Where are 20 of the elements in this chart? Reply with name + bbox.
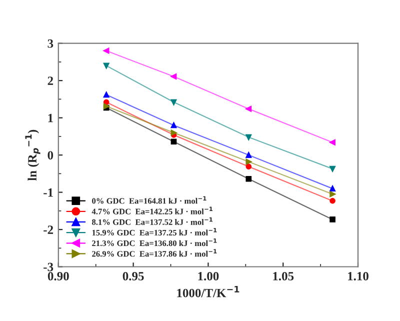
y-tick-label: 3 bbox=[48, 39, 54, 48]
legend-label: 21.3% GDC Ea=136.80 kJ · mol$^{−1}$ bbox=[92, 238, 217, 246]
x-tick-label: 0.90 bbox=[48, 272, 69, 280]
legend-label: 4.7% GDC Ea=142.25 kJ · mol$^{−1}$ bbox=[92, 206, 213, 214]
y-tick-label: -3 bbox=[44, 262, 54, 272]
x-tick-label: 1.10 bbox=[348, 272, 368, 280]
legend-label: 0% GDC Ea=164.81 kJ · mol$^{−1}$ bbox=[92, 196, 206, 204]
x-tick-label: 1.05 bbox=[273, 272, 294, 280]
y-tick-label: -2 bbox=[44, 226, 53, 234]
x-tick-label: 0.95 bbox=[122, 272, 144, 280]
y-tick-label: 0 bbox=[48, 151, 54, 160]
y-tick-label: -1 bbox=[44, 188, 53, 197]
x-axis-title: 1000/T/K$^{−1}$ bbox=[177, 286, 240, 298]
x-tick-label: 1.00 bbox=[198, 272, 219, 280]
legend-label: 8.1% GDC Ea=137.52 kJ · mol$^{−1}$ bbox=[92, 217, 213, 225]
y-tick-label: 1 bbox=[48, 114, 53, 122]
legend-label: 15.9% GDC Ea=137.25 kJ · mol$^{−1}$ bbox=[92, 228, 217, 236]
legend-label: 26.9% GDC Ea=137.86 kJ · mol$^{−1}$ bbox=[92, 249, 217, 257]
y-axis-title: ln (R$_{p}$$^{−1}$) bbox=[25, 130, 40, 181]
y-tick-label: 2 bbox=[48, 76, 53, 85]
